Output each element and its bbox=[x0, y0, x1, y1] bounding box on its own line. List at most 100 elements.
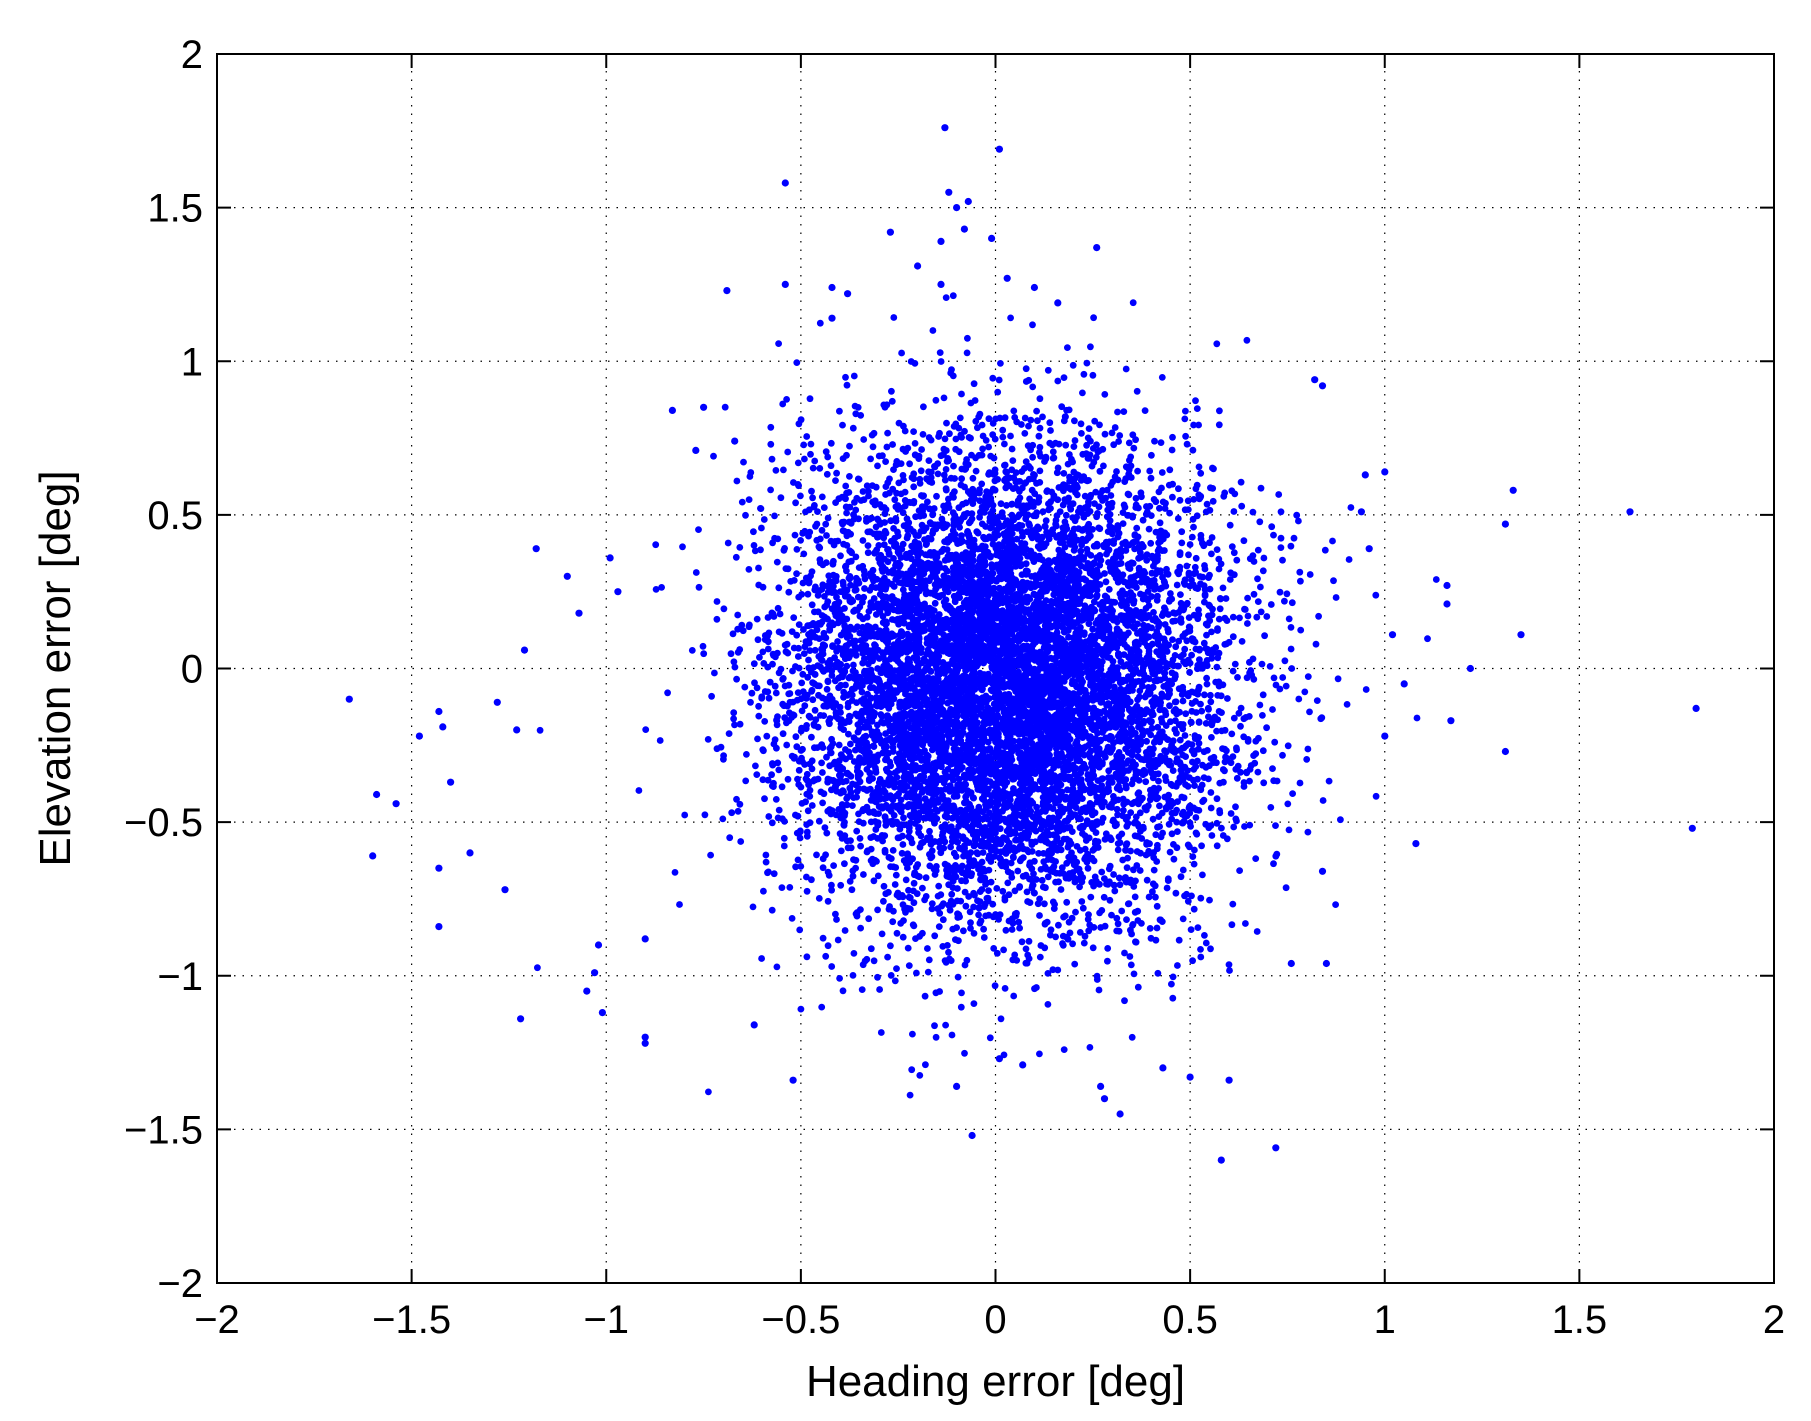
scatter-point bbox=[1243, 674, 1251, 682]
scatter-point bbox=[891, 977, 899, 985]
scatter-point bbox=[910, 475, 918, 483]
scatter-point bbox=[1091, 873, 1099, 881]
scatter-point bbox=[852, 410, 860, 418]
scatter-point bbox=[941, 476, 949, 484]
scatter-point bbox=[1101, 430, 1109, 438]
scatter-point bbox=[1285, 826, 1293, 834]
scatter-point bbox=[1290, 534, 1298, 542]
scatter-point bbox=[1178, 528, 1186, 536]
scatter-point bbox=[961, 961, 969, 969]
scatter-point bbox=[764, 776, 772, 784]
scatter-point bbox=[999, 426, 1007, 434]
scatter-point bbox=[1177, 615, 1185, 622]
scatter-point bbox=[1115, 874, 1123, 882]
scatter-point bbox=[925, 457, 933, 464]
scatter-point bbox=[1034, 417, 1041, 425]
scatter-point bbox=[1372, 792, 1380, 800]
scatter-point bbox=[763, 732, 771, 740]
scatter-point bbox=[1233, 774, 1241, 782]
scatter-point bbox=[1099, 497, 1106, 504]
scatter-point bbox=[1155, 488, 1163, 496]
scatter-point bbox=[1119, 509, 1127, 516]
scatter-point bbox=[884, 953, 891, 961]
scatter-point bbox=[842, 503, 850, 511]
grid-lines bbox=[217, 54, 1774, 1283]
scatter-point bbox=[910, 922, 918, 930]
scatter-point bbox=[1178, 819, 1186, 827]
scatter-point bbox=[1235, 709, 1243, 717]
scatter-point bbox=[1079, 389, 1086, 397]
scatter-point bbox=[901, 488, 909, 496]
scatter-point bbox=[1029, 383, 1037, 391]
scatter-point bbox=[1181, 645, 1189, 653]
scatter-point bbox=[813, 851, 820, 859]
scatter-point bbox=[1100, 462, 1107, 470]
scatter-point bbox=[1263, 724, 1270, 732]
scatter-point bbox=[832, 910, 839, 918]
scatter-point bbox=[1172, 643, 1180, 651]
scatter-point bbox=[867, 945, 875, 953]
scatter-point bbox=[1254, 768, 1262, 776]
scatter-point bbox=[1240, 537, 1248, 545]
scatter-point bbox=[1101, 922, 1109, 930]
scatter-point bbox=[886, 903, 893, 910]
scatter-point bbox=[838, 801, 846, 808]
scatter-point bbox=[1063, 859, 1071, 867]
scatter-point bbox=[1181, 732, 1189, 739]
scatter-point bbox=[982, 614, 990, 622]
scatter-point bbox=[780, 834, 788, 842]
scatter-point bbox=[797, 492, 804, 500]
scatter-point bbox=[945, 881, 953, 889]
scatter-point bbox=[958, 475, 965, 483]
scatter-point bbox=[1207, 691, 1214, 699]
scatter-point bbox=[790, 614, 798, 621]
scatter-point bbox=[1013, 535, 1021, 543]
scatter-point bbox=[926, 862, 934, 870]
scatter-point bbox=[905, 962, 913, 969]
scatter-point bbox=[924, 968, 932, 976]
scatter-point bbox=[1005, 917, 1013, 925]
scatter-point bbox=[1027, 446, 1034, 454]
scatter-point bbox=[748, 689, 756, 697]
scatter-point bbox=[1252, 737, 1260, 745]
scatter-point bbox=[997, 360, 1004, 367]
scatter-point bbox=[891, 881, 899, 888]
scatter-point bbox=[906, 1091, 914, 1099]
scatter-point bbox=[1126, 953, 1134, 960]
scatter-point bbox=[1246, 658, 1253, 666]
scatter-point bbox=[980, 934, 988, 941]
scatter-point bbox=[783, 741, 791, 749]
scatter-point bbox=[809, 494, 816, 502]
scatter-point bbox=[1056, 869, 1064, 877]
scatter-point bbox=[766, 678, 774, 686]
scatter-point bbox=[1189, 853, 1197, 860]
scatter-point bbox=[853, 787, 861, 795]
scatter-point bbox=[1058, 864, 1066, 871]
scatter-point bbox=[833, 916, 840, 923]
scatter-point bbox=[1269, 706, 1276, 713]
scatter-point bbox=[1087, 343, 1094, 351]
scatter-point bbox=[1196, 656, 1203, 664]
scatter-point bbox=[755, 702, 762, 710]
scatter-point bbox=[1154, 723, 1162, 731]
scatter-point bbox=[834, 936, 842, 944]
scatter-point bbox=[1295, 517, 1302, 525]
scatter-point bbox=[1108, 499, 1116, 507]
scatter-point bbox=[843, 567, 850, 575]
scatter-point bbox=[1295, 695, 1303, 703]
scatter-point bbox=[824, 678, 832, 686]
scatter-point bbox=[1054, 377, 1062, 385]
scatter-point bbox=[736, 720, 744, 728]
scatter-point bbox=[932, 1033, 940, 1041]
scatter-point bbox=[1246, 821, 1254, 829]
scatter-point bbox=[869, 566, 877, 574]
scatter-point bbox=[761, 795, 768, 803]
scatter-point bbox=[845, 558, 853, 566]
scatter-point bbox=[1047, 926, 1055, 934]
scatter-point bbox=[1190, 421, 1197, 429]
scatter-point bbox=[1116, 881, 1124, 889]
scatter-point bbox=[768, 455, 776, 463]
scatter-point bbox=[818, 493, 826, 501]
scatter-point bbox=[775, 669, 783, 677]
scatter-point bbox=[700, 650, 708, 658]
